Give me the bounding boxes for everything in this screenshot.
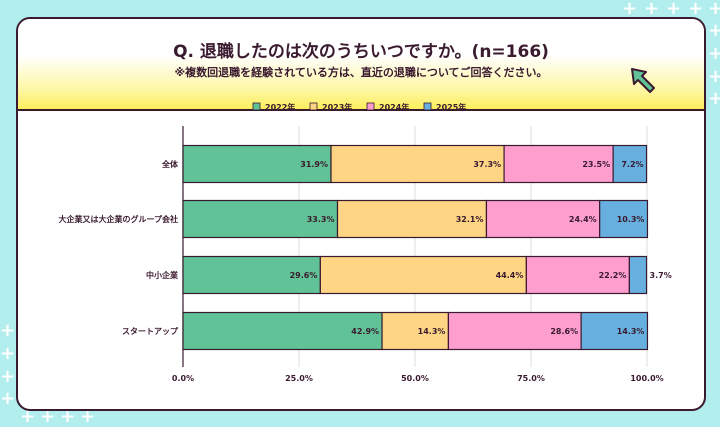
data-label: 28.6% (550, 327, 578, 336)
plus-decoration: + (708, 43, 720, 64)
bar-segment (381, 311, 450, 351)
legend-swatch (366, 102, 375, 111)
data-label: 23.5% (582, 160, 610, 169)
data-label: 14.3% (617, 327, 645, 336)
bar-segment (612, 144, 648, 184)
legend-label: 2023年 (322, 102, 352, 112)
x-tick-label: 25.0% (285, 374, 313, 383)
bar-segment (525, 255, 630, 295)
plus-decoration: + (0, 343, 16, 364)
data-label: 10.3% (617, 215, 645, 224)
category-label: 全体 (161, 159, 179, 169)
legend-swatch (309, 102, 318, 111)
plus-decoration: + (622, 0, 638, 19)
category-label: 大企業又は大企業のグループ会社 (58, 214, 178, 224)
bar-segment (182, 199, 339, 239)
legend-label: 2024年 (379, 102, 409, 112)
legend-swatch (423, 102, 432, 111)
data-label: 22.2% (599, 271, 627, 280)
category-label: スタートアップ (122, 326, 179, 336)
plus-decoration: + (20, 406, 36, 427)
bar-segment (447, 311, 582, 351)
data-label: 29.6% (290, 271, 318, 280)
bar-segment (182, 255, 321, 295)
plus-decoration: + (0, 366, 16, 387)
plus-decoration: + (644, 0, 660, 19)
legend-swatch (252, 102, 261, 111)
bar-segment (599, 199, 649, 239)
plus-decoration: + (80, 406, 96, 427)
bar-segment (182, 144, 332, 184)
bar-segment (330, 144, 505, 184)
data-label: 3.7% (650, 271, 672, 280)
data-label: 42.9% (351, 327, 379, 336)
data-label: 31.9% (300, 160, 328, 169)
bar-segment (336, 199, 488, 239)
data-label: 44.4% (496, 271, 524, 280)
plus-decoration: + (708, 0, 720, 19)
cursor-arrow-icon (631, 68, 655, 93)
data-label: 37.3% (473, 160, 501, 169)
data-label: 33.3% (307, 215, 335, 224)
plus-decoration: + (666, 0, 682, 19)
note: ※複数回退職を経験されている方は、直近の退職についてご回答ください。 (174, 66, 548, 79)
x-tick-label: 50.0% (401, 374, 429, 383)
plus-decoration: + (60, 406, 76, 427)
page-title: Q. 退職したのは次のうちいつですか。(n=166) (173, 42, 549, 62)
plus-decoration: + (688, 0, 704, 19)
legend-label: 2025年 (436, 102, 466, 112)
x-tick-label: 0.0% (172, 374, 194, 383)
bar-segment (182, 311, 383, 351)
plus-decoration: + (708, 20, 720, 41)
data-label: 14.3% (418, 327, 446, 336)
x-tick-label: 75.0% (517, 374, 545, 383)
bar-segment (485, 199, 601, 239)
plus-decoration: + (708, 88, 720, 109)
bar-segment (580, 311, 649, 351)
bar-segment (628, 255, 648, 295)
x-tick-label: 100.0% (630, 374, 663, 383)
bar-segment (503, 144, 614, 184)
data-label: 32.1% (456, 215, 484, 224)
category-label: 中小企業 (146, 270, 179, 280)
legend-label: 2022年 (265, 102, 295, 112)
header: Q. 退職したのは次のうちいつですか。(n=166) ※複数回退職を経験されてい… (18, 19, 704, 111)
plus-decoration: + (40, 406, 56, 427)
plus-decoration: + (0, 388, 16, 409)
plus-decoration: + (708, 66, 720, 87)
plus-decoration: + (0, 320, 16, 341)
data-label: 7.2% (621, 160, 643, 169)
data-label: 24.4% (569, 215, 597, 224)
